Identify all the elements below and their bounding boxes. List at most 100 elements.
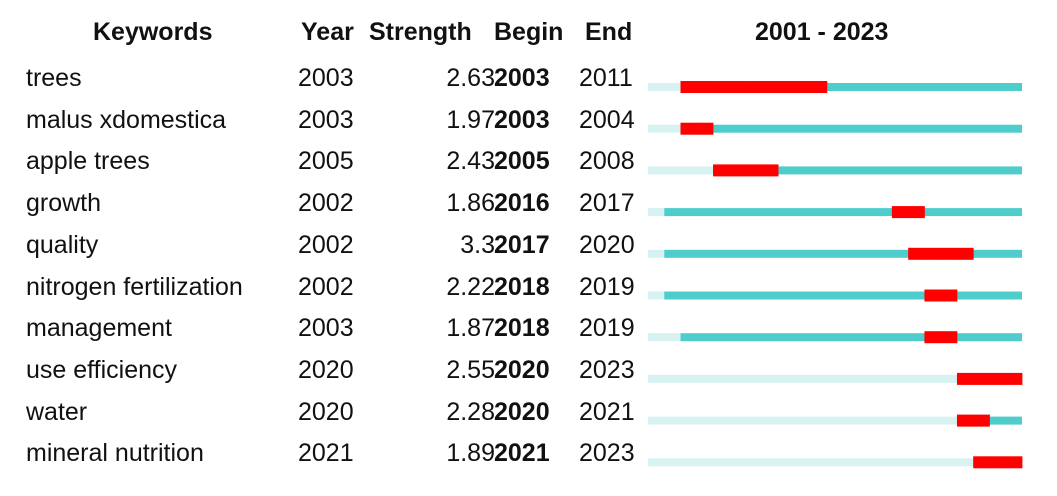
burst-cell xyxy=(1005,372,1023,385)
strength-value: 2.55 xyxy=(446,355,495,384)
begin-value: 2018 xyxy=(494,314,550,343)
year-value: 2003 xyxy=(298,314,354,343)
strength-value: 1.87 xyxy=(446,314,495,343)
begin-value: 2016 xyxy=(494,189,550,218)
strength-value: 2.22 xyxy=(446,272,495,301)
keyword-label: use efficiency xyxy=(26,355,178,384)
begin-value: 2020 xyxy=(494,355,550,384)
burst-cell xyxy=(908,206,925,219)
timeline-inactive-segment xyxy=(648,166,714,175)
timeline-active-segment xyxy=(680,333,1022,342)
timeline-inactive-segment xyxy=(648,458,974,467)
burst-cell xyxy=(956,414,974,427)
burst-cell xyxy=(940,331,958,344)
end-value: 2011 xyxy=(579,64,633,92)
burst-cell xyxy=(810,81,828,93)
begin-value: 2021 xyxy=(494,439,550,468)
begin-value: 2005 xyxy=(494,147,550,176)
keyword-label: water xyxy=(26,397,88,426)
burst-cell xyxy=(680,122,698,135)
burst-cell xyxy=(696,122,714,135)
timeline-inactive-segment xyxy=(648,83,681,91)
burst-cell xyxy=(973,372,990,385)
end-header: End xyxy=(585,18,633,46)
end-value: 2020 xyxy=(579,230,635,259)
year-value: 2020 xyxy=(298,397,354,426)
keyword-label: malus xdomestica xyxy=(26,105,227,134)
burst-cell xyxy=(745,81,763,93)
burst-cell xyxy=(761,164,779,177)
year-value: 2020 xyxy=(298,355,354,384)
burst-cell xyxy=(745,164,763,177)
year-value: 2003 xyxy=(298,105,354,134)
burst-cell xyxy=(973,414,990,427)
keyword-label: apple trees xyxy=(26,147,150,176)
end-value: 2019 xyxy=(579,272,635,301)
burst-cell xyxy=(680,81,698,93)
timeline-active-segment xyxy=(664,291,1022,300)
table-row: malus xdomestica 2003 1.97 2003 2004 xyxy=(0,101,1057,143)
strength-value: 2.28 xyxy=(446,397,495,426)
end-value: 2023 xyxy=(579,439,635,468)
keyword-label: mineral nutrition xyxy=(26,439,204,468)
burst-cell xyxy=(956,372,974,385)
end-value: 2021 xyxy=(579,397,635,426)
strength-header: Strength xyxy=(369,18,472,46)
keywords-header: Keywords xyxy=(93,18,213,46)
end-value: 2019 xyxy=(579,314,635,343)
burst-cell xyxy=(794,81,812,93)
strength-value: 1.89 xyxy=(446,439,495,468)
table-row: use efficiency 2020 2.55 2020 2023 xyxy=(0,351,1057,393)
table-row: management 2003 1.87 2018 2019 xyxy=(0,309,1057,351)
table-row: mineral nutrition 2021 1.89 2021 2023 xyxy=(0,434,1057,476)
timeline-inactive-segment xyxy=(648,374,957,383)
burst-cell xyxy=(891,206,909,219)
end-value: 2008 xyxy=(579,147,635,176)
burst-cell xyxy=(1005,456,1023,469)
burst-cell xyxy=(729,164,746,177)
burst-cell xyxy=(729,81,746,93)
burst-cell xyxy=(778,81,795,93)
end-value: 2004 xyxy=(579,105,635,134)
burst-cell xyxy=(761,81,779,93)
year-value: 2002 xyxy=(298,272,354,301)
begin-value: 2020 xyxy=(494,397,550,426)
timeline-active-segment xyxy=(664,249,1022,258)
timeline-active-segment xyxy=(680,83,1022,91)
end-value: 2017 xyxy=(579,189,635,218)
burst-cell xyxy=(956,247,974,260)
strength-value: 1.86 xyxy=(446,189,495,218)
year-value: 2021 xyxy=(298,439,354,468)
timeline-inactive-segment xyxy=(648,249,665,258)
timeline-inactive-segment xyxy=(648,124,681,133)
table-row: nitrogen fertilization 2002 2.22 2018 2019 xyxy=(0,268,1057,310)
burst-cell xyxy=(696,81,714,93)
burst-cell xyxy=(989,456,1007,469)
strength-value: 3.3 xyxy=(460,230,495,259)
burst-cell xyxy=(713,164,730,177)
strength-value: 2.43 xyxy=(446,147,495,176)
begin-header: Begin xyxy=(494,18,564,46)
strength-value: 1.97 xyxy=(446,105,495,134)
begin-value: 2003 xyxy=(494,64,550,92)
burst-cell xyxy=(973,456,990,469)
strength-value: 2.63 xyxy=(446,64,495,92)
timeline-active-segment xyxy=(664,208,1022,217)
burst-cell xyxy=(940,247,958,260)
timeline-active-segment xyxy=(713,166,1022,175)
year-header: Year xyxy=(301,18,354,46)
timeline-inactive-segment xyxy=(648,208,665,217)
table-row: apple trees 2005 2.43 2005 2008 xyxy=(0,142,1057,184)
burst-cell xyxy=(940,289,958,302)
burst-cell xyxy=(924,247,942,260)
table-row: growth 2002 1.86 2016 2017 xyxy=(0,184,1057,226)
timeline-inactive-segment xyxy=(648,291,665,300)
keyword-label: nitrogen fertilization xyxy=(26,272,243,301)
year-value: 2003 xyxy=(298,64,354,92)
burst-cell xyxy=(989,372,1007,385)
begin-value: 2018 xyxy=(494,272,550,301)
burst-cell xyxy=(713,81,730,93)
year-value: 2002 xyxy=(298,189,354,218)
keyword-label: management xyxy=(26,314,172,343)
